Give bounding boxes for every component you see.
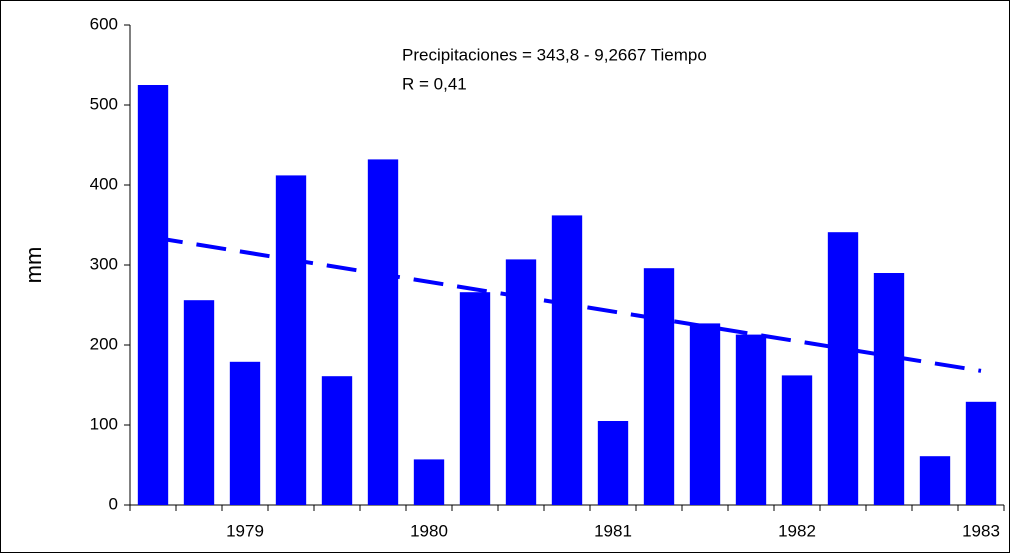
bar <box>873 273 905 505</box>
y-tick-label: 0 <box>109 494 118 513</box>
x-tick-label: 1981 <box>594 521 632 540</box>
bar <box>735 334 767 505</box>
bar <box>597 421 629 505</box>
x-tick-label: 1982 <box>778 521 816 540</box>
y-axis-label: mm <box>21 247 46 284</box>
bar <box>689 323 721 505</box>
x-tick-label: 1980 <box>410 521 448 540</box>
x-tick-label: 1983 <box>962 521 1000 540</box>
y-tick-label: 200 <box>90 334 118 353</box>
x-tick-label: 1979 <box>226 521 264 540</box>
y-tick-label: 300 <box>90 254 118 273</box>
bar <box>965 401 997 505</box>
bar <box>321 376 353 505</box>
bar <box>919 456 951 505</box>
bar <box>137 85 169 505</box>
trend-line <box>152 235 982 373</box>
y-tick-label: 500 <box>90 94 118 113</box>
bar <box>459 292 491 505</box>
bar <box>229 361 261 505</box>
y-tick-label: 400 <box>90 174 118 193</box>
annotation: R = 0,41 <box>402 74 467 93</box>
bar <box>413 459 445 505</box>
annotation: Precipitaciones = 343,8 - 9,2667 Tiempo <box>402 45 707 64</box>
y-tick-label: 600 <box>90 14 118 33</box>
bar <box>183 300 215 505</box>
bar <box>367 159 399 505</box>
bar <box>275 175 307 505</box>
bar <box>827 232 859 505</box>
bar <box>505 259 537 505</box>
bar <box>551 215 583 505</box>
y-tick-label: 100 <box>90 414 118 433</box>
bar <box>781 375 813 505</box>
bar <box>643 268 675 505</box>
